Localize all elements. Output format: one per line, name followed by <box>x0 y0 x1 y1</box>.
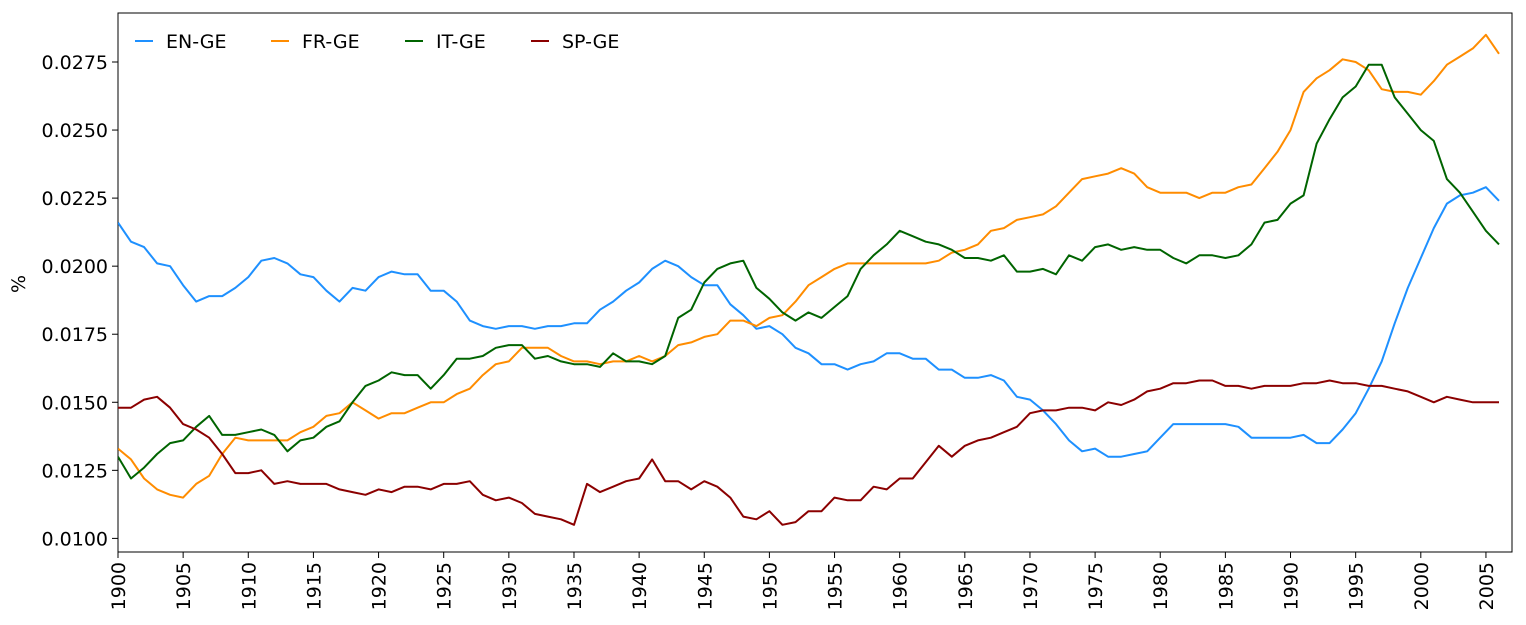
x-tick-label: 1940 <box>629 562 651 610</box>
y-tick-label: 0.0200 <box>42 256 108 278</box>
x-tick-label: 1925 <box>434 562 456 610</box>
series-line-en-ge <box>118 186 1500 458</box>
series-line-it-ge <box>118 63 1500 480</box>
x-tick-label: 1980 <box>1150 562 1172 610</box>
x-tick-label: 1935 <box>564 562 586 610</box>
series-line-fr-ge <box>118 33 1500 499</box>
y-tick-label: 0.0225 <box>42 188 108 210</box>
x-tick-label: 1905 <box>173 562 195 610</box>
legend-label-it-ge: IT-GE <box>436 31 486 53</box>
x-tick-label: 1990 <box>1281 562 1303 610</box>
x-tick-label: 1910 <box>238 562 260 610</box>
x-axis: 1900 1905 1910 1915 1920 1925 1930 1935 1940 1945… <box>108 552 1498 610</box>
x-tick-label: 1920 <box>369 562 391 610</box>
x-tick-label: 1960 <box>890 562 912 610</box>
y-axis: 0.0100 0.0125 0.0150 0.0175 0.0200 0.0225 0.02… <box>42 52 118 550</box>
plot-frame <box>117 12 1513 553</box>
y-tick-label: 0.0250 <box>42 120 108 142</box>
x-tick-label: 1985 <box>1215 562 1237 610</box>
series-line-sp-ge <box>118 379 1499 526</box>
legend-label-sp-ge: SP-GE <box>562 31 619 53</box>
x-tick-label: 1915 <box>303 562 325 610</box>
y-tick-label: 0.0125 <box>42 460 108 482</box>
x-tick-label: 2000 <box>1411 562 1433 610</box>
x-tick-label: 1970 <box>1020 562 1042 610</box>
x-tick-label: 1950 <box>759 562 781 610</box>
y-tick-label: 0.0175 <box>42 324 108 346</box>
x-tick-label: 1955 <box>825 562 847 610</box>
x-tick-label: 1975 <box>1085 562 1107 610</box>
legend-label-fr-ge: FR-GE <box>302 31 360 53</box>
y-tick-label: 0.0150 <box>42 392 108 414</box>
y-tick-label: 0.0275 <box>42 52 108 74</box>
x-tick-label: 2005 <box>1476 562 1498 610</box>
x-tick-label: 1965 <box>955 562 977 610</box>
y-axis-label: % <box>8 275 30 293</box>
series-layer <box>118 33 1500 526</box>
plot-area <box>117 12 1513 553</box>
x-tick-label: 1995 <box>1346 562 1368 610</box>
x-tick-label: 1945 <box>694 562 716 610</box>
x-tick-label: 1900 <box>108 562 130 610</box>
legend: EN-GE FR-GE IT-GE SP-GE <box>135 31 619 53</box>
y-tick-label: 0.0100 <box>42 528 108 550</box>
legend-label-en-ge: EN-GE <box>166 31 227 53</box>
x-tick-label: 1930 <box>499 562 521 610</box>
